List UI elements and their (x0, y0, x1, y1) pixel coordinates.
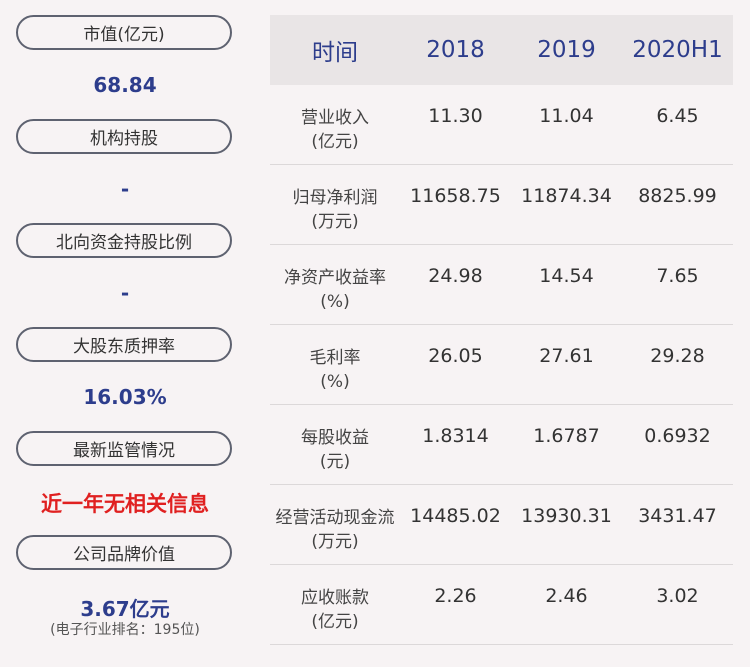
header-2019: 2019 (537, 37, 596, 63)
row-unit: (亿元) (311, 132, 359, 152)
table-row: 营业收入 (亿元) 11.30 11.04 6.45 (270, 85, 733, 165)
row-name: 营业收入 (301, 108, 369, 128)
row-unit: (万元) (311, 212, 359, 232)
cell-2018: 1.8314 (422, 425, 489, 447)
table-row: 经营活动现金流 (万元) 14485.02 13930.31 3431.47 (270, 485, 733, 565)
row-label: 经营活动现金流 (万元) (270, 485, 400, 564)
indicator-panel: 市值(亿元) 68.84 机构持股 - 北向资金持股比例 - 大股东质押率 16… (0, 0, 250, 667)
cell-2020h1: 0.6932 (644, 425, 711, 447)
row-name: 净资产收益率 (284, 268, 386, 288)
table-row: 净资产收益率 (%) 24.98 14.54 7.65 (270, 245, 733, 325)
row-unit: (万元) (311, 532, 359, 552)
cell-2018: 14485.02 (410, 505, 501, 527)
institutional-holding-label: 机构持股 (16, 119, 232, 154)
row-label: 毛利率 (%) (270, 325, 400, 404)
row-name: 每股收益 (301, 428, 369, 448)
cell-2020h1: 6.45 (656, 105, 699, 127)
cell-2020h1: 7.65 (656, 265, 699, 287)
cell-2019: 14.54 (539, 265, 594, 287)
market-cap-label: 市值(亿元) (16, 15, 232, 50)
row-name: 归母净利润 (292, 188, 378, 208)
regulation-value: 近一年无相关信息 (41, 492, 209, 516)
row-label: 营业收入 (亿元) (270, 85, 400, 164)
cell-2019: 1.6787 (533, 425, 600, 447)
cell-2019: 13930.31 (521, 505, 612, 527)
cell-2018: 26.05 (428, 345, 483, 367)
cell-2018: 2.26 (434, 585, 477, 607)
table-row: 归母净利润 (万元) 11658.75 11874.34 8825.99 (270, 165, 733, 245)
row-label: 净资产收益率 (%) (270, 245, 400, 324)
row-label: 应收账款 (亿元) (270, 565, 400, 644)
table-row: 毛利率 (%) 26.05 27.61 29.28 (270, 325, 733, 405)
brand-value-label: 公司品牌价值 (16, 535, 232, 570)
pledge-ratio-label: 大股东质押率 (16, 327, 232, 362)
northbound-holding-value: - (120, 281, 130, 305)
brand-value-value: 3.67亿元 (80, 597, 170, 621)
table-row: 应收账款 (亿元) 2.26 2.46 3.02 (270, 565, 733, 645)
row-unit: (亿元) (311, 612, 359, 632)
header-2020h1: 2020H1 (632, 37, 723, 63)
cell-2020h1: 29.28 (650, 345, 705, 367)
cell-2018: 11.30 (428, 105, 483, 127)
header-time: 时间 (312, 40, 358, 66)
row-name: 毛利率 (309, 348, 361, 368)
row-label: 每股收益 (元) (270, 405, 400, 484)
financial-table: 时间 2018 2019 2020H1 营业收入 (亿元) 11.30 11.04… (270, 15, 733, 645)
cell-2019: 27.61 (539, 345, 594, 367)
cell-2019: 2.46 (545, 585, 588, 607)
row-label: 归母净利润 (万元) (270, 165, 400, 244)
row-name: 应收账款 (301, 588, 369, 608)
table-row: 每股收益 (元) 1.8314 1.6787 0.6932 (270, 405, 733, 485)
institutional-holding-value: - (120, 177, 130, 201)
header-2018: 2018 (426, 37, 485, 63)
row-name: 经营活动现金流 (275, 508, 395, 528)
pledge-ratio-value: 16.03% (83, 385, 167, 409)
row-unit: (%) (320, 292, 350, 312)
regulation-label: 最新监管情况 (16, 431, 232, 466)
cell-2018: 11658.75 (410, 185, 501, 207)
market-cap-value: 68.84 (93, 73, 157, 97)
row-unit: (元) (319, 452, 351, 472)
table-header: 时间 2018 2019 2020H1 (270, 15, 733, 85)
brand-rank-note: (电子行业排名：195位) (50, 622, 200, 638)
cell-2019: 11874.34 (521, 185, 612, 207)
cell-2020h1: 8825.99 (638, 185, 717, 207)
cell-2019: 11.04 (539, 105, 594, 127)
northbound-holding-label: 北向资金持股比例 (16, 223, 232, 258)
row-unit: (%) (320, 372, 350, 392)
cell-2018: 24.98 (428, 265, 483, 287)
cell-2020h1: 3431.47 (638, 505, 717, 527)
cell-2020h1: 3.02 (656, 585, 699, 607)
